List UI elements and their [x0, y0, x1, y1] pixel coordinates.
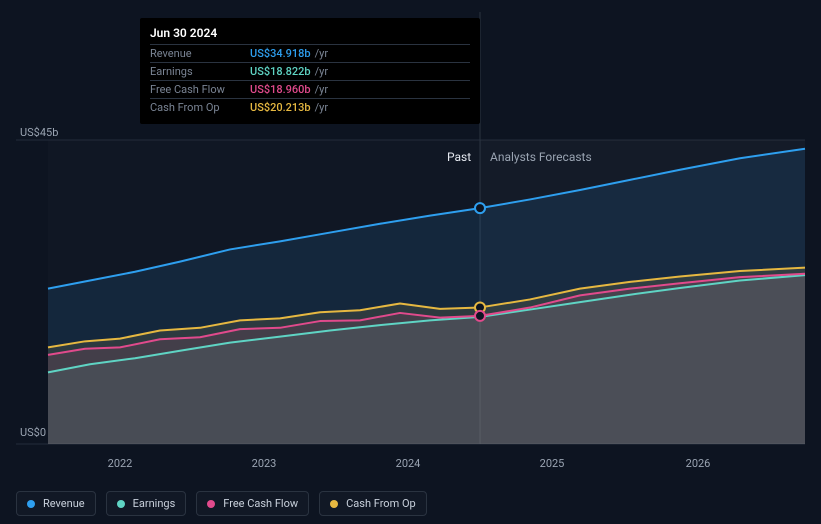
tooltip-row-value: US$20.213b [250, 101, 311, 114]
legend-item-revenue[interactable]: Revenue [16, 491, 96, 516]
tooltip-row-suffix: /yr [315, 65, 328, 78]
tooltip-row-suffix: /yr [315, 47, 328, 60]
x-axis-tick: 2023 [252, 457, 277, 470]
tooltip-row-suffix: /yr [315, 83, 328, 96]
legend-label: Earnings [133, 497, 176, 510]
legend-dot [207, 500, 215, 508]
legend-item-cash-from-op[interactable]: Cash From Op [319, 491, 427, 516]
region-label-forecast: Analysts Forecasts [490, 150, 592, 164]
tooltip-row-value: US$34.918b [250, 47, 311, 60]
region-label-past: Past [447, 150, 471, 164]
legend-label: Cash From Op [346, 497, 416, 510]
legend: Revenue Earnings Free Cash Flow Cash From O… [16, 491, 427, 516]
financials-chart: US$45b US$0 2022 2023 2024 2025 2026 Past Ana… [0, 0, 821, 524]
y-axis-tick: US$45b [20, 126, 58, 139]
tooltip: Jun 30 2024 RevenueUS$34.918b/yrEarnings… [140, 18, 480, 124]
legend-dot [27, 500, 35, 508]
tooltip-row-label: Earnings [150, 65, 250, 78]
tooltip-row-label: Cash From Op [150, 101, 250, 114]
y-axis-tick: US$0 [20, 426, 46, 439]
tooltip-row-suffix: /yr [315, 101, 328, 114]
tooltip-row-value: US$18.960b [250, 83, 311, 96]
x-axis-tick: 2022 [108, 457, 133, 470]
tooltip-row: Cash From OpUS$20.213b/yr [150, 98, 470, 116]
tooltip-row-label: Free Cash Flow [150, 83, 250, 96]
tooltip-row: Free Cash FlowUS$18.960b/yr [150, 80, 470, 98]
legend-label: Revenue [43, 497, 85, 510]
x-axis-tick: 2024 [396, 457, 421, 470]
tooltip-row-label: Revenue [150, 47, 250, 60]
legend-item-earnings[interactable]: Earnings [106, 491, 187, 516]
legend-label: Free Cash Flow [223, 497, 298, 510]
tooltip-row: EarningsUS$18.822b/yr [150, 62, 470, 80]
legend-item-free-cash-flow[interactable]: Free Cash Flow [196, 491, 309, 516]
legend-dot [330, 500, 338, 508]
tooltip-date: Jun 30 2024 [150, 26, 470, 40]
x-axis-tick: 2026 [686, 457, 711, 470]
tooltip-row: RevenueUS$34.918b/yr [150, 44, 470, 62]
tooltip-row-value: US$18.822b [250, 65, 311, 78]
x-axis-tick: 2025 [540, 457, 565, 470]
legend-dot [117, 500, 125, 508]
